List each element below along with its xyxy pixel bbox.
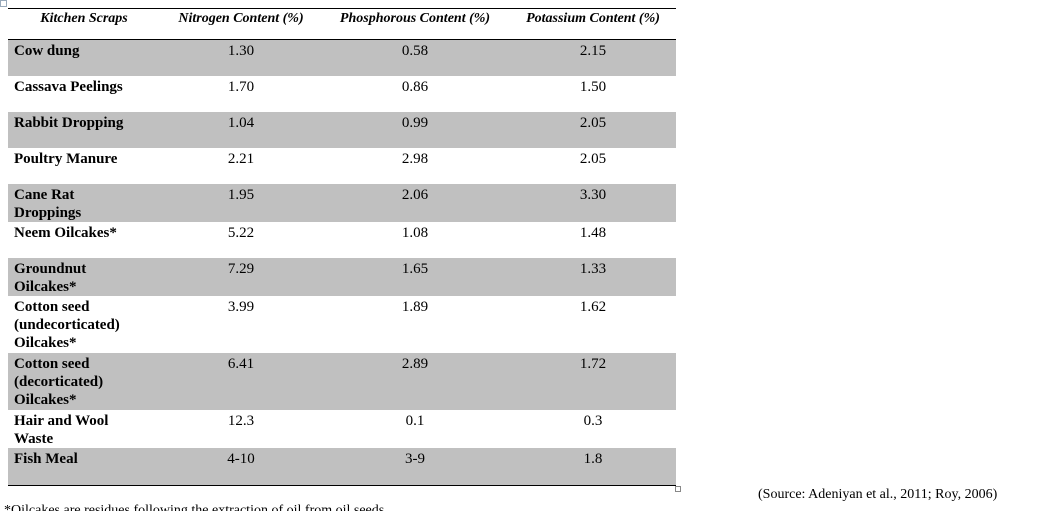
nutrient-value: 1.65: [401, 261, 429, 277]
column-header: Nitrogen Content (%): [178, 11, 304, 26]
table-row: Fish Meal 4-10 3-9 1.8: [8, 448, 676, 485]
nutrient-value: 0.99: [401, 115, 429, 131]
nutrient-value: 2.98: [401, 151, 429, 167]
nutrient-value: 4-10: [227, 451, 255, 467]
nutrient-value: 5.22: [227, 225, 255, 241]
scrap-name: Cassava Peelings: [14, 79, 123, 95]
table-header: Kitchen Scraps Nitrogen Content (%) Phosph…: [8, 9, 676, 40]
nutrient-value: 1.33: [579, 261, 607, 277]
nutrient-value: 1.8: [583, 451, 603, 467]
nutrient-value: 1.72: [579, 356, 607, 372]
nutrient-value: 6.41: [227, 356, 255, 372]
nutrient-table: Kitchen Scraps Nitrogen Content (%) Phosph…: [8, 8, 676, 486]
scrap-name: Cotton seed (decorticated) Oilcakes*: [14, 356, 104, 408]
nutrient-value: 1.30: [227, 43, 255, 59]
table-anchor-icon: [0, 0, 7, 7]
table-row: Cotton seed (undecorticated) Oilcakes* 3.…: [8, 296, 676, 353]
nutrient-value: 7.29: [227, 261, 255, 277]
nutrient-value: 1.08: [401, 225, 429, 241]
table-row: Cassava Peelings 1.70 0.86 1.50: [8, 76, 676, 112]
nutrient-value: 2.21: [227, 151, 255, 167]
nutrient-value: 2.89: [401, 356, 429, 372]
nutrient-value: 1.89: [401, 299, 429, 315]
nutrient-value: 0.58: [401, 43, 429, 59]
nutrient-value: 1.62: [579, 299, 607, 315]
nutrient-value: 3-9: [405, 451, 425, 467]
scrap-name: Fish Meal: [14, 451, 78, 467]
scrap-name: Cow dung: [14, 43, 80, 59]
scrap-name: Cotton seed (undecorticated) Oilcakes*: [14, 299, 120, 351]
table-row: Cane Rat Droppings 1.95 2.06 3.30: [8, 184, 676, 222]
nutrient-value: 0.3: [583, 413, 603, 429]
nutrient-value: 2.06: [401, 187, 429, 203]
table-row: Hair and Wool Waste 12.3 0.1 0.3: [8, 410, 676, 448]
table-row: Cotton seed (decorticated) Oilcakes* 6.41…: [8, 353, 676, 410]
scrap-name: Cane Rat Droppings: [14, 187, 82, 221]
table-row: Poultry Manure 2.21 2.98 2.05: [8, 148, 676, 184]
footnote: *Oilcakes are residues following the ext…: [4, 503, 385, 511]
nutrient-value: 0.86: [401, 79, 429, 95]
scrap-name: Groundnut Oilcakes*: [14, 261, 87, 295]
table-row: Cow dung 1.30 0.58 2.15: [8, 40, 676, 76]
table-row: Rabbit Dropping 1.04 0.99 2.05: [8, 112, 676, 148]
nutrient-value: 1.48: [579, 225, 607, 241]
nutrient-value: 2.05: [579, 151, 607, 167]
nutrient-value: 0.1: [405, 413, 425, 429]
table-row: Neem Oilcakes* 5.22 1.08 1.48: [8, 222, 676, 258]
nutrient-value: 1.70: [227, 79, 255, 95]
scrap-name: Neem Oilcakes*: [14, 225, 117, 241]
scrap-name: Hair and Wool Waste: [14, 413, 109, 447]
scrap-name: Poultry Manure: [14, 151, 118, 167]
source-note: (Source: Adeniyan et al., 2011; Roy, 200…: [758, 487, 998, 502]
nutrient-value: 2.05: [579, 115, 607, 131]
table-row: Groundnut Oilcakes* 7.29 1.65 1.33: [8, 258, 676, 296]
nutrient-value: 12.3: [227, 413, 255, 429]
nutrient-value: 1.50: [579, 79, 607, 95]
column-header: Kitchen Scraps: [40, 11, 128, 26]
nutrient-value: 2.15: [579, 43, 607, 59]
column-header: Phosphorous Content (%): [339, 11, 491, 26]
scrap-name: Rabbit Dropping: [14, 115, 124, 131]
nutrient-value: 3.30: [579, 187, 607, 203]
nutrient-value: 1.04: [227, 115, 255, 131]
resize-handle: [675, 486, 681, 492]
nutrient-value: 3.99: [227, 299, 255, 315]
nutrient-value: 1.95: [227, 187, 255, 203]
column-header: Potassium Content (%): [526, 11, 660, 26]
